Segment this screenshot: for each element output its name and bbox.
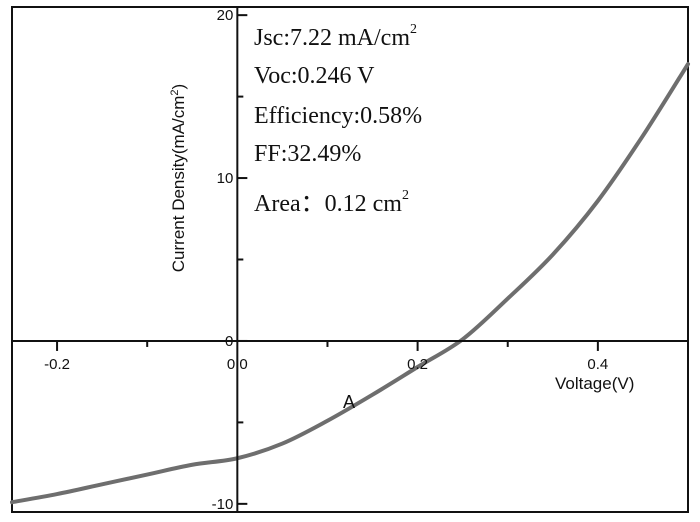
y-tick-label: 10 [217, 170, 234, 187]
annotation-line: Efficiency:0.58% [254, 103, 422, 129]
x-tick-label: -0.2 [44, 356, 70, 373]
y-tick-label: 0 [225, 333, 233, 350]
x-tick-label: 0.0 [227, 356, 248, 373]
x-tick-label: 0.2 [407, 356, 428, 373]
y-tick-label: 20 [217, 7, 234, 24]
annotation-line: FF:32.49% [254, 141, 361, 167]
plot-frame [11, 6, 689, 513]
y-tick-label: -10 [212, 496, 234, 513]
annotation-line: Jsc:7.22 mA/cm2 [254, 22, 417, 51]
x-axis-title: Voltage(V) [555, 374, 634, 393]
annotation-line: Voc:0.246 V [254, 63, 375, 89]
x-tick-label: 0.4 [587, 356, 608, 373]
annotation-line: Area：0.12 cm2 [254, 188, 409, 217]
y-axis-title: Current Density(mA/cm2) [169, 84, 188, 272]
curve-label-a: A [343, 392, 355, 412]
jv-curve [10, 62, 690, 505]
